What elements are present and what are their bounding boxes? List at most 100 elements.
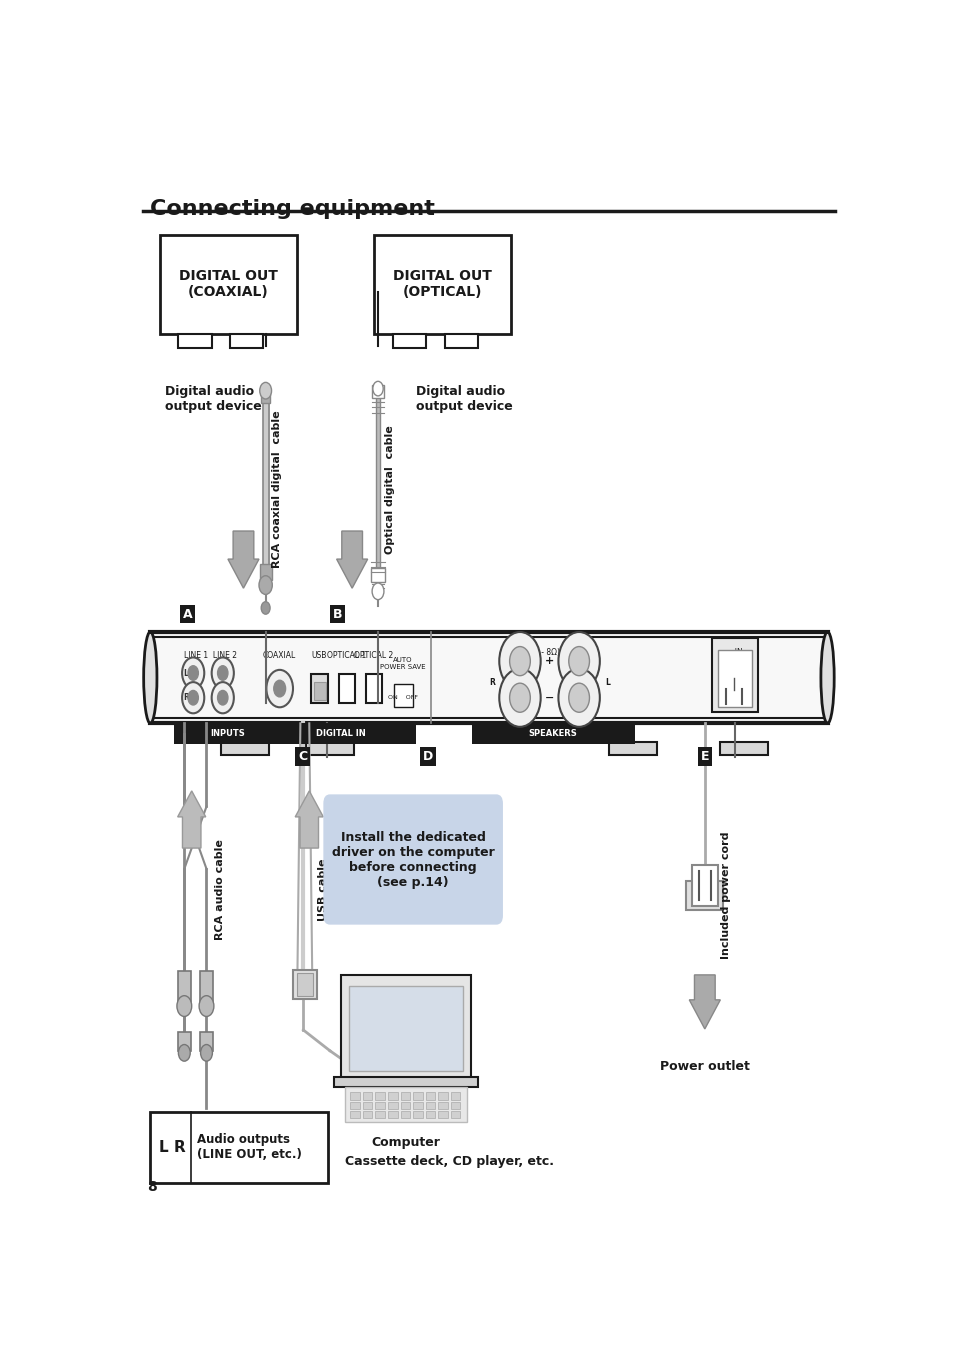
Circle shape <box>182 682 204 713</box>
Bar <box>305 743 354 755</box>
Text: C: C <box>297 751 307 763</box>
Text: Computer: Computer <box>372 1135 440 1149</box>
Circle shape <box>199 996 213 1017</box>
Circle shape <box>266 670 293 707</box>
Text: ON    OFF: ON OFF <box>388 695 417 701</box>
FancyArrow shape <box>228 531 258 589</box>
FancyArrow shape <box>689 975 720 1029</box>
Text: R: R <box>173 1139 186 1156</box>
Circle shape <box>568 683 589 713</box>
Bar <box>451 1102 460 1108</box>
Bar <box>437 1111 447 1118</box>
Circle shape <box>498 668 540 726</box>
Text: R: R <box>183 693 189 702</box>
Bar <box>608 743 656 755</box>
Bar <box>375 1102 385 1108</box>
Text: −: − <box>544 693 554 703</box>
Bar <box>178 333 212 348</box>
Bar <box>350 1111 359 1118</box>
Bar <box>220 743 269 755</box>
Text: INPUTS: INPUTS <box>210 729 245 738</box>
Bar <box>362 1102 372 1108</box>
Bar <box>259 564 272 580</box>
Bar <box>338 674 355 703</box>
Text: OPTICAL 1: OPTICAL 1 <box>326 651 365 660</box>
Text: R: R <box>489 678 495 687</box>
Bar <box>425 1092 435 1100</box>
Bar <box>374 235 511 333</box>
Text: 8: 8 <box>147 1180 157 1195</box>
Bar <box>718 649 751 707</box>
Text: +: + <box>544 656 554 666</box>
Text: USB cable: USB cable <box>317 859 327 921</box>
Text: USB: USB <box>311 651 326 660</box>
Bar <box>362 1111 372 1118</box>
Bar <box>437 1092 447 1100</box>
Bar <box>472 724 634 744</box>
Circle shape <box>188 666 198 680</box>
Bar <box>425 1102 435 1108</box>
Text: OPTICAL 2: OPTICAL 2 <box>354 651 393 660</box>
Bar <box>400 1092 410 1100</box>
Text: Digital audio
output device: Digital audio output device <box>416 386 513 413</box>
Text: D: D <box>423 751 433 763</box>
Text: L: L <box>604 678 609 687</box>
Bar <box>437 1102 447 1108</box>
Bar <box>712 637 758 713</box>
Bar <box>345 1087 467 1122</box>
Bar <box>400 1102 410 1108</box>
Circle shape <box>212 682 233 713</box>
Text: Included power cord: Included power cord <box>720 832 730 958</box>
Circle shape <box>558 668 599 726</box>
Text: DIGITAL OUT
(OPTICAL): DIGITAL OUT (OPTICAL) <box>393 269 492 300</box>
Bar <box>350 1102 359 1108</box>
Circle shape <box>217 666 228 680</box>
Text: (4 - 8Ω): (4 - 8Ω) <box>531 648 559 657</box>
Circle shape <box>498 632 540 690</box>
Bar <box>388 1092 397 1100</box>
Bar <box>199 1031 213 1050</box>
Text: COAXIAL: COAXIAL <box>263 651 296 660</box>
Text: Optical digital  cable: Optical digital cable <box>384 425 395 554</box>
Text: ~ IN: ~ IN <box>725 648 742 657</box>
Circle shape <box>258 575 272 594</box>
Bar <box>151 632 826 724</box>
Bar <box>160 235 296 333</box>
Text: Cassette deck, CD player, etc.: Cassette deck, CD player, etc. <box>344 1156 553 1168</box>
Circle shape <box>182 657 204 688</box>
Bar <box>388 1102 397 1108</box>
Text: Audio outputs
(LINE OUT, etc.): Audio outputs (LINE OUT, etc.) <box>196 1134 301 1161</box>
Bar <box>413 1092 422 1100</box>
Text: DIGITAL IN: DIGITAL IN <box>315 729 365 738</box>
Bar <box>444 333 477 348</box>
Bar <box>394 684 413 707</box>
Bar <box>388 1111 397 1118</box>
Circle shape <box>178 1045 190 1061</box>
Circle shape <box>558 632 599 690</box>
Circle shape <box>261 602 270 614</box>
Bar <box>451 1092 460 1100</box>
Ellipse shape <box>144 632 157 724</box>
Bar <box>341 976 471 1081</box>
Circle shape <box>568 647 589 676</box>
Bar <box>362 1092 372 1100</box>
Bar <box>349 986 463 1071</box>
Text: RCA coaxial digital  cable: RCA coaxial digital cable <box>273 410 282 568</box>
Circle shape <box>509 647 530 676</box>
Text: AUTO
POWER SAVE: AUTO POWER SAVE <box>380 657 426 671</box>
Text: Install the dedicated
driver on the computer
before connecting
(see p.14): Install the dedicated driver on the comp… <box>332 830 494 888</box>
Circle shape <box>200 1045 213 1061</box>
Bar <box>261 390 270 404</box>
Text: DIGITAL OUT
(COAXIAL): DIGITAL OUT (COAXIAL) <box>178 269 277 300</box>
Text: Connecting equipment: Connecting equipment <box>151 200 435 220</box>
Bar <box>311 674 328 703</box>
Bar <box>230 333 263 348</box>
Bar <box>314 682 325 701</box>
Text: SPEAKERS: SPEAKERS <box>528 729 577 738</box>
Circle shape <box>509 683 530 713</box>
Text: A: A <box>182 608 192 621</box>
Bar <box>199 971 213 1002</box>
Bar <box>265 724 416 744</box>
Bar <box>177 1031 191 1050</box>
Circle shape <box>372 583 383 599</box>
